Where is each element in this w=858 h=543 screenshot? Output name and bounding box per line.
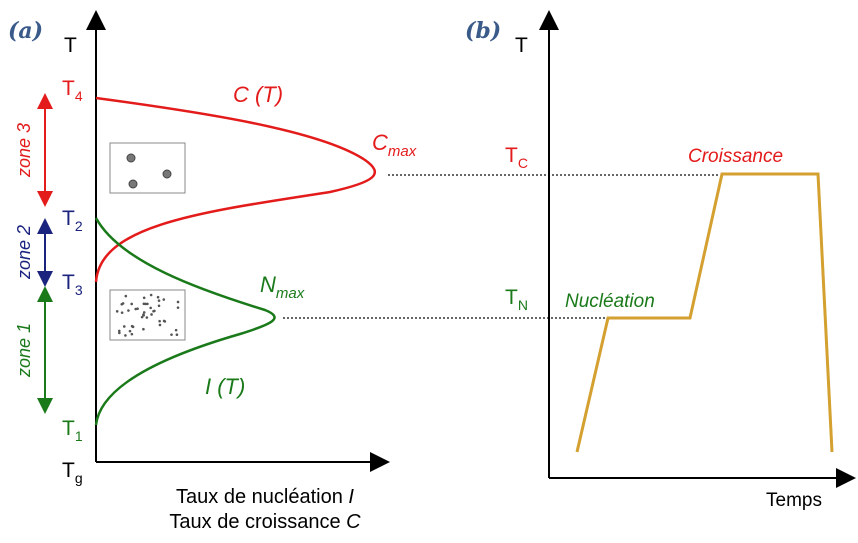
zone-label: zone 1 xyxy=(14,323,34,378)
nucleation-curve xyxy=(94,217,276,426)
nuclei-box xyxy=(109,289,186,341)
stage-label: Croissance xyxy=(688,146,783,167)
stage-label: Nucléation xyxy=(565,291,655,312)
level-label: Tg xyxy=(62,459,83,486)
max-label: Cmax xyxy=(372,130,417,160)
y-axis-label: T xyxy=(515,34,528,57)
level-label: TN xyxy=(505,286,528,313)
crystals xyxy=(126,153,172,189)
curve-label: C (T) xyxy=(233,82,283,107)
level-label: T3 xyxy=(62,271,83,298)
level-label: T4 xyxy=(62,77,83,104)
nuclei xyxy=(115,293,180,337)
panel-tag: (b) xyxy=(465,18,501,44)
zone-label: zone 3 xyxy=(14,123,34,178)
max-label: Nmax xyxy=(260,272,305,302)
growth-curve xyxy=(94,96,377,283)
thermal-profile xyxy=(575,172,834,453)
x-axis-label: Taux de croissance C xyxy=(169,511,361,533)
level-label: T2 xyxy=(62,207,83,234)
crystal-box xyxy=(109,142,186,194)
curve-label: I (T) xyxy=(205,374,245,399)
zone-label: zone 2 xyxy=(14,225,34,280)
x-axis-label: Taux de nucléation I xyxy=(176,486,354,508)
y-axis-label: T xyxy=(64,34,77,57)
panel-tag: (a) xyxy=(8,18,43,44)
level-label: T1 xyxy=(62,417,83,444)
x-axis-label: Temps xyxy=(766,490,822,511)
level-label: TC xyxy=(505,144,528,171)
